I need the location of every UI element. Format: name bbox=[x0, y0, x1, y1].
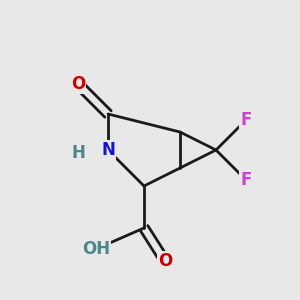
Text: F: F bbox=[240, 171, 252, 189]
Text: OH: OH bbox=[82, 240, 110, 258]
Text: O: O bbox=[158, 252, 172, 270]
Text: N: N bbox=[101, 141, 115, 159]
Text: H: H bbox=[71, 144, 85, 162]
Text: F: F bbox=[240, 111, 252, 129]
Text: O: O bbox=[71, 75, 85, 93]
